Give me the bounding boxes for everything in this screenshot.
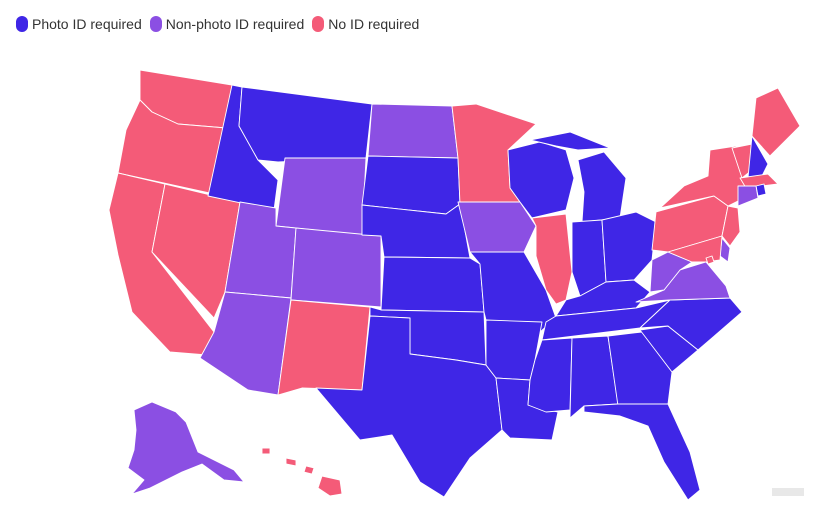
state-kansas[interactable] <box>380 256 485 313</box>
legend: Photo ID required Non-photo ID required … <box>16 16 419 32</box>
legend-swatch-non-photo-id <box>149 16 162 32</box>
state-massachusetts[interactable] <box>739 173 779 189</box>
state-georgia[interactable] <box>607 331 673 407</box>
state-illinois[interactable] <box>531 213 573 305</box>
state-north-dakota[interactable] <box>367 103 459 159</box>
watermark-graphic <box>772 488 804 496</box>
legend-swatch-no-id <box>312 16 325 32</box>
state-colorado[interactable] <box>290 227 382 308</box>
state-district-of-columbia[interactable] <box>705 255 715 265</box>
state-iowa[interactable] <box>457 201 537 253</box>
legend-label-no-id: No ID required <box>328 16 420 32</box>
state-texas[interactable] <box>315 315 503 498</box>
legend-item-photo-id[interactable]: Photo ID required <box>16 16 142 32</box>
legend-item-non-photo-id[interactable]: Non-photo ID required <box>149 16 305 32</box>
state-new-york[interactable] <box>659 145 749 209</box>
state-new-jersey[interactable] <box>721 205 741 247</box>
state-south-dakota[interactable] <box>361 155 461 215</box>
legend-label-non-photo-id: Non-photo ID required <box>165 16 305 32</box>
legend-label-photo-id: Photo ID required <box>32 16 142 32</box>
state-maine[interactable] <box>751 87 801 157</box>
legend-item-no-id[interactable]: No ID required <box>312 16 419 32</box>
state-new-mexico[interactable] <box>277 299 371 396</box>
state-ohio[interactable] <box>601 211 657 283</box>
state-hawaii[interactable] <box>261 447 343 497</box>
state-montana[interactable] <box>238 86 373 163</box>
state-alaska[interactable] <box>127 401 245 495</box>
state-florida[interactable] <box>583 403 701 501</box>
state-connecticut[interactable] <box>737 185 759 207</box>
legend-swatch-photo-id <box>16 16 28 32</box>
state-wyoming[interactable] <box>275 157 367 236</box>
